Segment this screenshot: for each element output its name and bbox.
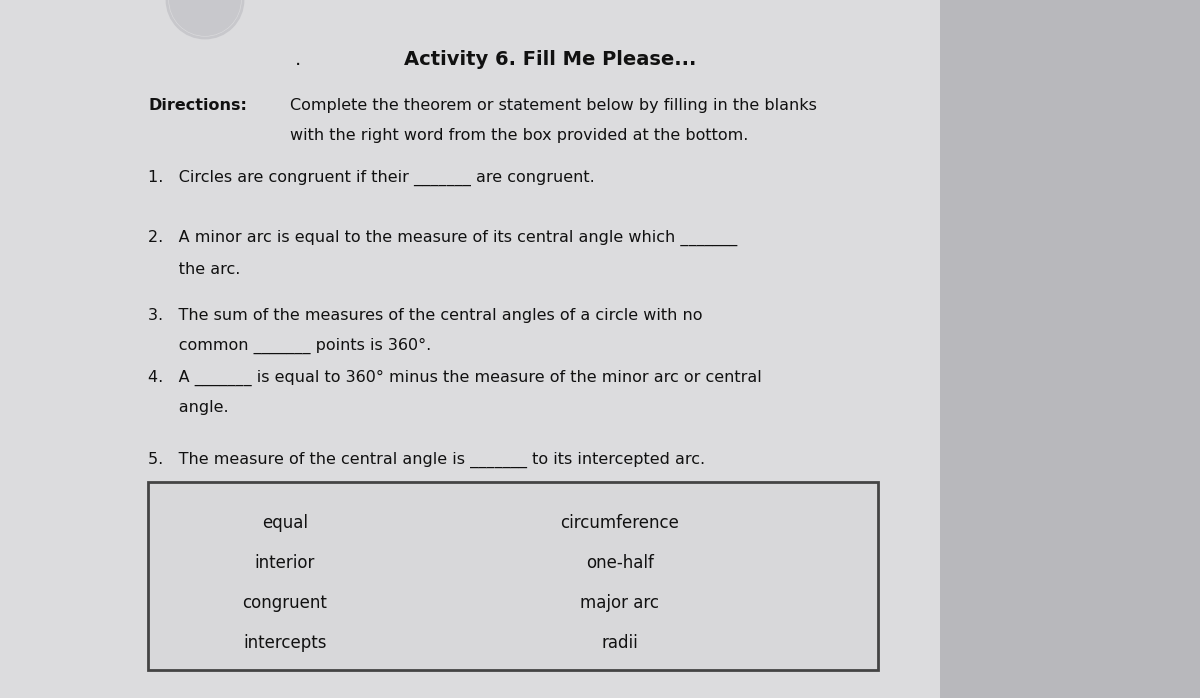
Text: congruent: congruent <box>242 594 328 612</box>
Circle shape <box>169 0 241 36</box>
Text: interior: interior <box>254 554 316 572</box>
FancyBboxPatch shape <box>148 482 878 670</box>
Text: 1.   Circles are congruent if their _______ are congruent.: 1. Circles are congruent if their ______… <box>148 170 595 186</box>
Text: angle.: angle. <box>148 400 229 415</box>
Text: common _______ points is 360°.: common _______ points is 360°. <box>148 338 431 354</box>
Text: with the right word from the box provided at the bottom.: with the right word from the box provide… <box>290 128 749 143</box>
Text: the arc.: the arc. <box>148 262 240 277</box>
Text: 4.   A _______ is equal to 360° minus the measure of the minor arc or central: 4. A _______ is equal to 360° minus the … <box>148 370 762 386</box>
Text: radii: radii <box>601 634 638 652</box>
Text: 2.   A minor arc is equal to the measure of its central angle which _______: 2. A minor arc is equal to the measure o… <box>148 230 737 246</box>
Text: intercepts: intercepts <box>244 634 326 652</box>
Text: .: . <box>295 50 301 69</box>
Text: circumference: circumference <box>560 514 679 532</box>
Text: Activity 6. Fill Me Please...: Activity 6. Fill Me Please... <box>404 50 696 69</box>
Text: Complete the theorem or statement below by filling in the blanks: Complete the theorem or statement below … <box>290 98 817 113</box>
Text: major arc: major arc <box>581 594 660 612</box>
FancyBboxPatch shape <box>940 0 1200 698</box>
FancyBboxPatch shape <box>0 0 940 698</box>
Text: 5.   The measure of the central angle is _______ to its intercepted arc.: 5. The measure of the central angle is _… <box>148 452 706 468</box>
Text: equal: equal <box>262 514 308 532</box>
Text: Directions:: Directions: <box>148 98 247 113</box>
Text: 3.   The sum of the measures of the central angles of a circle with no: 3. The sum of the measures of the centra… <box>148 308 702 323</box>
Text: one-half: one-half <box>586 554 654 572</box>
